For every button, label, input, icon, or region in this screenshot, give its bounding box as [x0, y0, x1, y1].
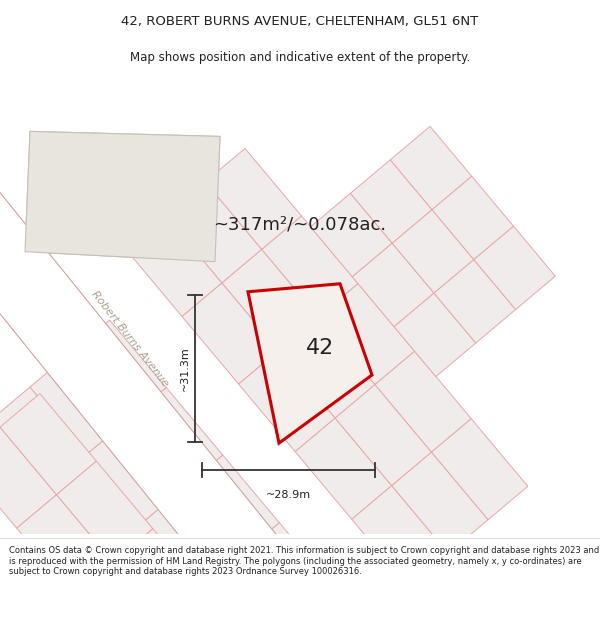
- Text: Contains OS data © Crown copyright and database right 2021. This information is : Contains OS data © Crown copyright and d…: [9, 546, 599, 576]
- Polygon shape: [56, 461, 153, 562]
- Polygon shape: [392, 210, 474, 293]
- Polygon shape: [86, 421, 183, 522]
- Polygon shape: [113, 529, 209, 625]
- Polygon shape: [335, 384, 431, 486]
- Polygon shape: [222, 249, 318, 351]
- Text: 42, ROBERT BURNS AVENUE, CHELTENHAM, GL51 6NT: 42, ROBERT BURNS AVENUE, CHELTENHAM, GL5…: [121, 15, 479, 28]
- Polygon shape: [239, 522, 336, 624]
- Polygon shape: [239, 351, 335, 452]
- Polygon shape: [278, 317, 375, 418]
- Polygon shape: [166, 182, 262, 283]
- Polygon shape: [352, 243, 434, 327]
- Text: 42: 42: [305, 338, 334, 358]
- Text: ~317m²/~0.078ac.: ~317m²/~0.078ac.: [214, 216, 386, 234]
- Polygon shape: [431, 419, 528, 520]
- Polygon shape: [0, 387, 86, 488]
- Polygon shape: [0, 119, 381, 625]
- Polygon shape: [318, 284, 415, 384]
- Polygon shape: [70, 320, 166, 421]
- Text: ~28.9m: ~28.9m: [266, 490, 311, 500]
- Polygon shape: [248, 284, 372, 443]
- Text: Map shows position and indicative extent of the property.: Map shows position and indicative extent…: [130, 51, 470, 64]
- Polygon shape: [125, 216, 222, 316]
- Polygon shape: [352, 486, 448, 587]
- Polygon shape: [183, 455, 280, 556]
- Polygon shape: [295, 418, 392, 519]
- Polygon shape: [127, 388, 223, 489]
- Polygon shape: [25, 131, 220, 262]
- Polygon shape: [30, 354, 127, 454]
- Polygon shape: [143, 489, 239, 590]
- Polygon shape: [392, 452, 488, 553]
- Polygon shape: [434, 260, 515, 343]
- Polygon shape: [394, 293, 476, 377]
- Text: Robert Burns Avenue: Robert Burns Avenue: [89, 289, 170, 389]
- Polygon shape: [262, 216, 358, 317]
- Polygon shape: [0, 119, 381, 625]
- Polygon shape: [17, 495, 113, 596]
- Text: ~31.3m: ~31.3m: [180, 346, 190, 391]
- Polygon shape: [310, 193, 392, 277]
- Polygon shape: [205, 148, 302, 249]
- Polygon shape: [350, 160, 432, 243]
- Polygon shape: [160, 590, 256, 625]
- Polygon shape: [200, 556, 296, 625]
- Polygon shape: [25, 131, 220, 262]
- Polygon shape: [182, 283, 278, 384]
- Polygon shape: [73, 562, 170, 625]
- Polygon shape: [0, 427, 56, 528]
- Polygon shape: [432, 176, 514, 260]
- Polygon shape: [0, 394, 97, 495]
- Polygon shape: [390, 126, 472, 210]
- Polygon shape: [375, 351, 471, 452]
- Polygon shape: [103, 522, 200, 623]
- Polygon shape: [474, 226, 556, 309]
- Polygon shape: [47, 454, 143, 556]
